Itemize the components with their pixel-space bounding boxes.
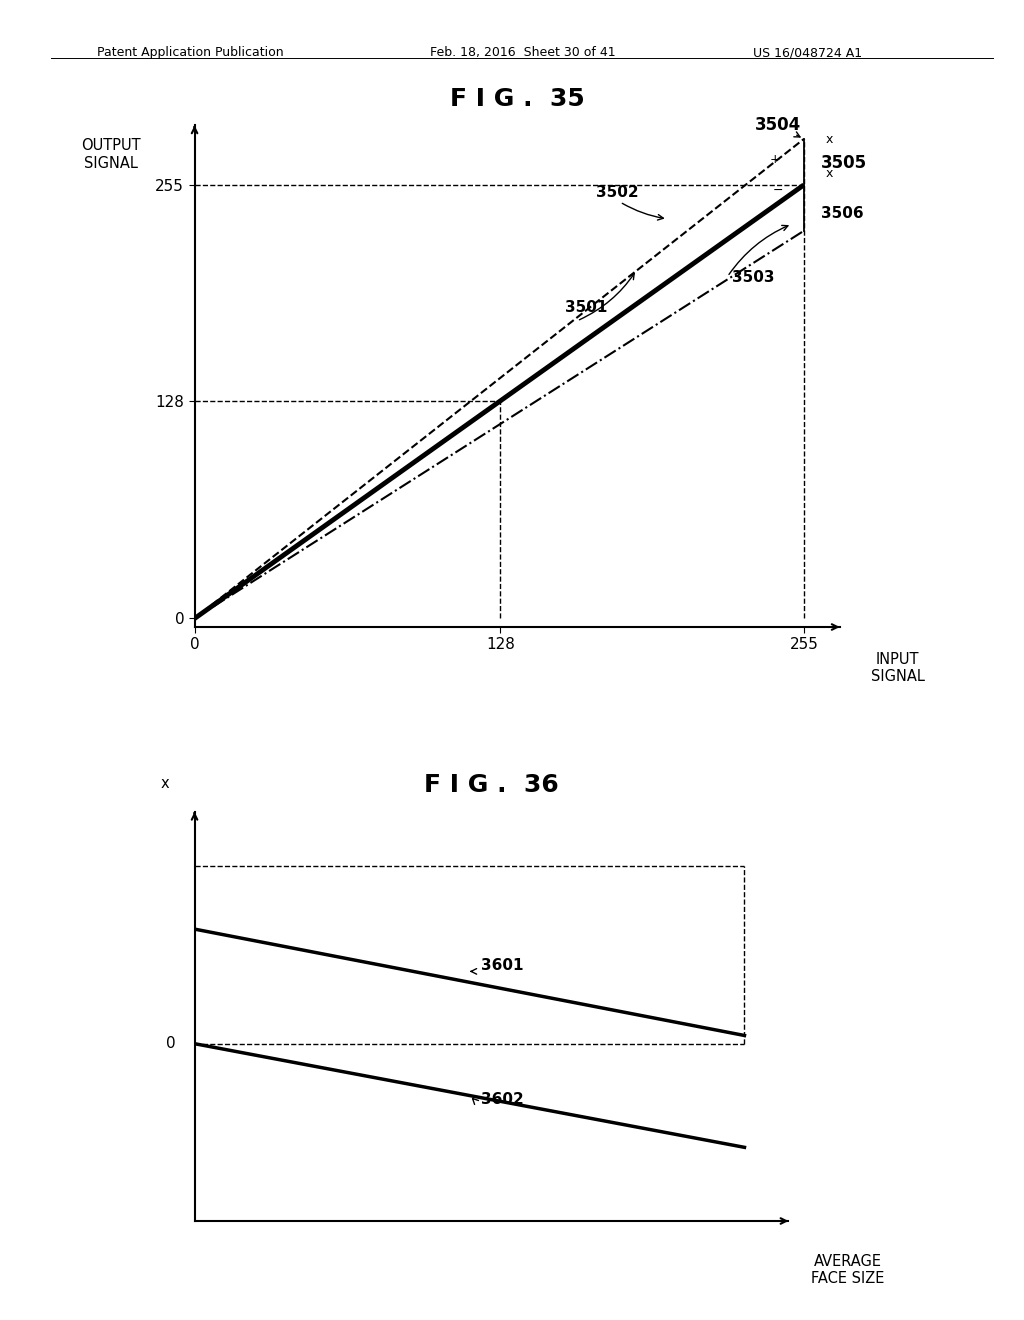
- Text: Feb. 18, 2016  Sheet 30 of 41: Feb. 18, 2016 Sheet 30 of 41: [430, 46, 615, 59]
- Text: US 16/048724 A1: US 16/048724 A1: [753, 46, 862, 59]
- Text: x: x: [825, 166, 833, 180]
- Text: x: x: [825, 132, 833, 145]
- Y-axis label: x: x: [161, 776, 169, 791]
- Text: 3505: 3505: [820, 154, 866, 172]
- X-axis label: AVERAGE
FACE SIZE: AVERAGE FACE SIZE: [811, 1254, 885, 1286]
- Text: 3503: 3503: [732, 269, 775, 285]
- Text: +: +: [770, 153, 780, 166]
- Text: 0: 0: [166, 1036, 175, 1051]
- Title: F I G .  36: F I G . 36: [424, 774, 559, 797]
- Text: 3602: 3602: [480, 1092, 523, 1106]
- Title: F I G .  35: F I G . 35: [450, 87, 585, 111]
- Text: 3502: 3502: [596, 185, 639, 199]
- Text: Patent Application Publication: Patent Application Publication: [97, 46, 284, 59]
- Text: −: −: [772, 183, 782, 197]
- X-axis label: INPUT
SIGNAL: INPUT SIGNAL: [870, 652, 925, 685]
- Text: 3506: 3506: [820, 206, 863, 222]
- Y-axis label: OUTPUT
SIGNAL: OUTPUT SIGNAL: [81, 139, 140, 170]
- Text: 3504: 3504: [756, 116, 802, 133]
- Text: 3501: 3501: [565, 301, 607, 315]
- Text: 3601: 3601: [480, 958, 523, 973]
